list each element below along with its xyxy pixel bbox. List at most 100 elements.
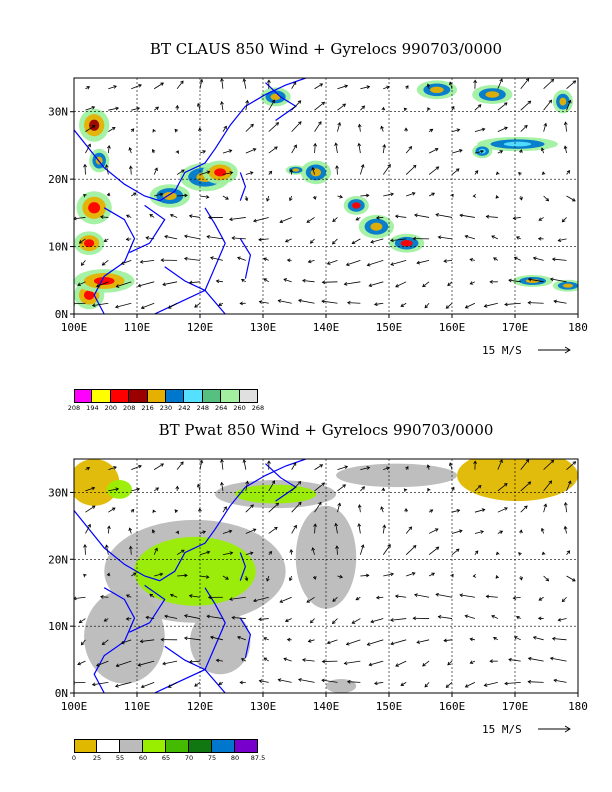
wind-vector <box>360 574 369 577</box>
wind-vector-head <box>483 304 488 308</box>
wind-vector <box>131 488 140 492</box>
wind-vector-head <box>382 144 387 148</box>
wind-vector-head <box>495 171 500 176</box>
wind-vector-head <box>101 262 106 266</box>
wind-vector-head <box>473 79 478 84</box>
wind-vector <box>85 125 96 132</box>
wind-vector <box>543 195 549 202</box>
wind-vector <box>92 302 109 307</box>
wind-vector <box>493 637 499 641</box>
wind-vector <box>395 660 407 667</box>
wind-vector-head <box>572 198 576 202</box>
wind-vector <box>314 143 316 154</box>
wind-vector-head <box>231 615 235 620</box>
wind-vector-head <box>279 219 284 224</box>
colorbar-swatch <box>184 389 203 403</box>
wind-vector-head <box>223 506 227 510</box>
wind-vector <box>493 257 499 261</box>
wind-vector-head <box>162 282 166 287</box>
wind-vector-head <box>83 163 87 168</box>
wind-vector-head <box>434 147 439 152</box>
colorbar-swatch <box>166 739 189 753</box>
wind-vector <box>189 660 201 663</box>
wind-vector-head <box>297 480 302 485</box>
wind-vector <box>96 660 109 667</box>
wind-vector <box>243 459 247 470</box>
wind-vector-head <box>115 284 120 288</box>
wind-vector <box>327 639 338 644</box>
wind-vector-head <box>326 261 331 265</box>
wind-vector-head <box>424 304 429 309</box>
wind-vector-head <box>390 641 394 646</box>
wind-vector-head <box>390 192 395 197</box>
wind-vector-head <box>180 461 184 465</box>
wind-vector-head <box>306 219 311 223</box>
wind-vector-head <box>80 641 85 646</box>
wind-vector <box>552 638 567 641</box>
colorbar-swatch <box>189 739 212 753</box>
lon-tick-label: 170E <box>502 321 529 334</box>
wind-vector-head <box>183 234 188 239</box>
wind-vector <box>259 301 269 304</box>
wind-vector-head <box>373 681 378 686</box>
wind-vector-head <box>202 530 207 535</box>
lat-tick-label: 0N <box>55 687 68 700</box>
wind-vector-head <box>100 215 104 219</box>
wind-vector-head <box>151 529 156 533</box>
wind-vector-head <box>202 150 207 154</box>
field-shading <box>84 590 165 684</box>
wind-vector-head <box>538 217 543 221</box>
wind-vector <box>390 259 407 266</box>
wind-vector <box>153 106 159 111</box>
wind-vector <box>528 681 544 683</box>
wind-vector <box>92 681 109 686</box>
wind-vector-head <box>275 122 280 126</box>
ref-vector-arrowhead <box>564 346 571 354</box>
wind-vector-head <box>525 459 530 463</box>
wind-vector <box>164 235 178 240</box>
wind-vector-head <box>206 170 211 175</box>
wind-vector <box>520 459 530 470</box>
wind-vector-head <box>390 238 394 243</box>
wind-vector <box>446 302 453 309</box>
wind-vector <box>383 193 394 197</box>
lon-tick-label: 150E <box>376 700 403 713</box>
wind-vector <box>126 594 132 598</box>
wind-vector <box>283 278 292 283</box>
lon-tick-label: 120E <box>187 700 214 713</box>
field-shading <box>270 93 281 101</box>
wind-vector-head <box>572 578 576 582</box>
wind-vector <box>298 679 315 683</box>
wind-vector <box>85 487 95 492</box>
colorbar-label: 194 <box>86 404 99 412</box>
wind-vector <box>400 682 407 686</box>
wind-vector <box>504 681 521 685</box>
wind-vector <box>562 596 567 602</box>
wind-vector-head <box>503 102 508 106</box>
wind-vector <box>497 127 508 133</box>
wind-vector <box>283 658 292 662</box>
wind-vector <box>253 596 269 602</box>
wind-vector <box>176 80 184 89</box>
wind-vector-head <box>288 577 293 582</box>
wind-vector <box>105 164 109 175</box>
wind-vector <box>177 574 188 577</box>
wind-vector <box>291 100 302 111</box>
wind-vector <box>146 616 155 619</box>
wind-vector-head <box>431 192 436 197</box>
wind-vector <box>336 546 338 555</box>
wind-vector-head <box>206 550 211 555</box>
lat-tick-label: 10N <box>48 620 68 633</box>
wind-vector <box>335 523 338 534</box>
wind-vector <box>550 278 567 283</box>
wind-vector-head <box>120 640 125 645</box>
colorbar-label: 230 <box>159 404 173 412</box>
wind-vector-head <box>561 218 566 223</box>
wind-vector <box>245 575 248 581</box>
wind-vector <box>126 618 132 620</box>
wind-vector-head <box>343 282 348 286</box>
wind-vector-head <box>361 486 366 490</box>
wind-vector-head <box>175 530 179 535</box>
wind-vector <box>414 594 430 598</box>
wind-vector <box>446 682 453 688</box>
